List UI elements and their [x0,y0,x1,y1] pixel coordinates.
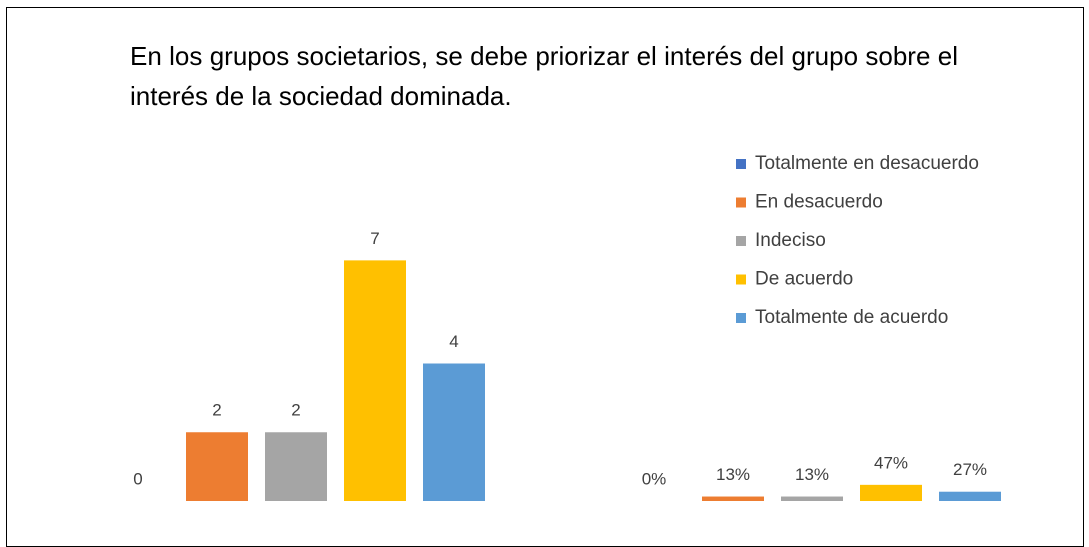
bar [344,260,406,501]
data-label: 27% [953,460,987,479]
data-label: 13% [716,465,750,484]
bar [265,432,327,501]
legend-label: Totalmente de acuerdo [755,307,948,328]
bar [860,484,922,501]
legend-swatch [736,274,746,285]
data-label: 0% [642,469,667,488]
data-label: 2 [291,401,300,420]
chart: 0 2 2 7 4 0% 13% 13% 47% 27% Totalmente en desacue… [133,153,1001,501]
legend-swatch [736,197,746,208]
data-label: 47% [874,453,908,472]
bar [186,432,248,501]
legend-swatch [736,159,746,169]
chart-title: En los grupos societarios, se debe prior… [130,41,958,111]
data-label: 0 [133,469,142,488]
legend-label: De acuerdo [755,269,853,290]
data-label: 4 [449,332,458,351]
page: En los grupos societarios, se debe prior… [6,7,1084,547]
bar [423,363,485,501]
legend-swatch [736,313,746,323]
data-label: 7 [370,229,379,248]
bar [939,491,1001,501]
data-label: 2 [212,401,221,420]
bar [781,496,843,501]
legend-label: Indeciso [755,230,826,251]
legend-label: En desacuerdo [755,192,883,213]
legend-label: Totalmente en desacuerdo [755,153,979,174]
data-label: 13% [795,465,829,484]
bar [702,496,764,501]
legend-swatch [736,236,746,246]
